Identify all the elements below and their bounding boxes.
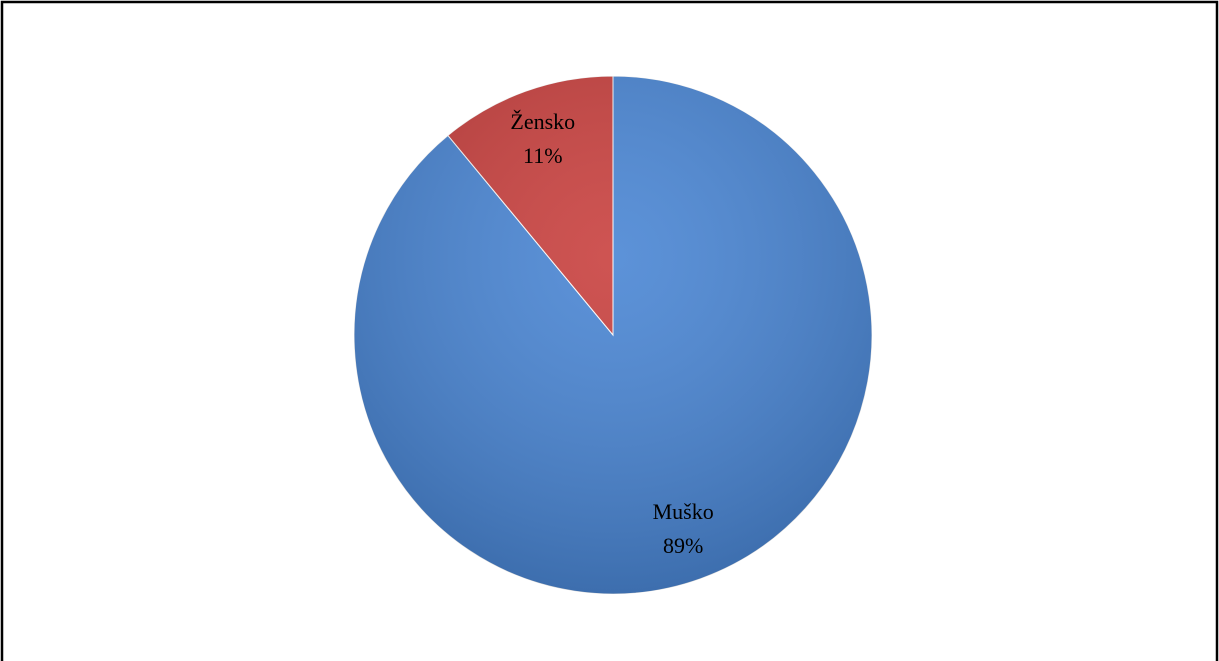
slice-value-label: 89% [663,533,703,558]
slice-category-label: Žensko [510,109,575,134]
slice-value-label: 11% [523,143,563,168]
slice-category-label: Muško [653,499,714,524]
pie [353,75,873,595]
